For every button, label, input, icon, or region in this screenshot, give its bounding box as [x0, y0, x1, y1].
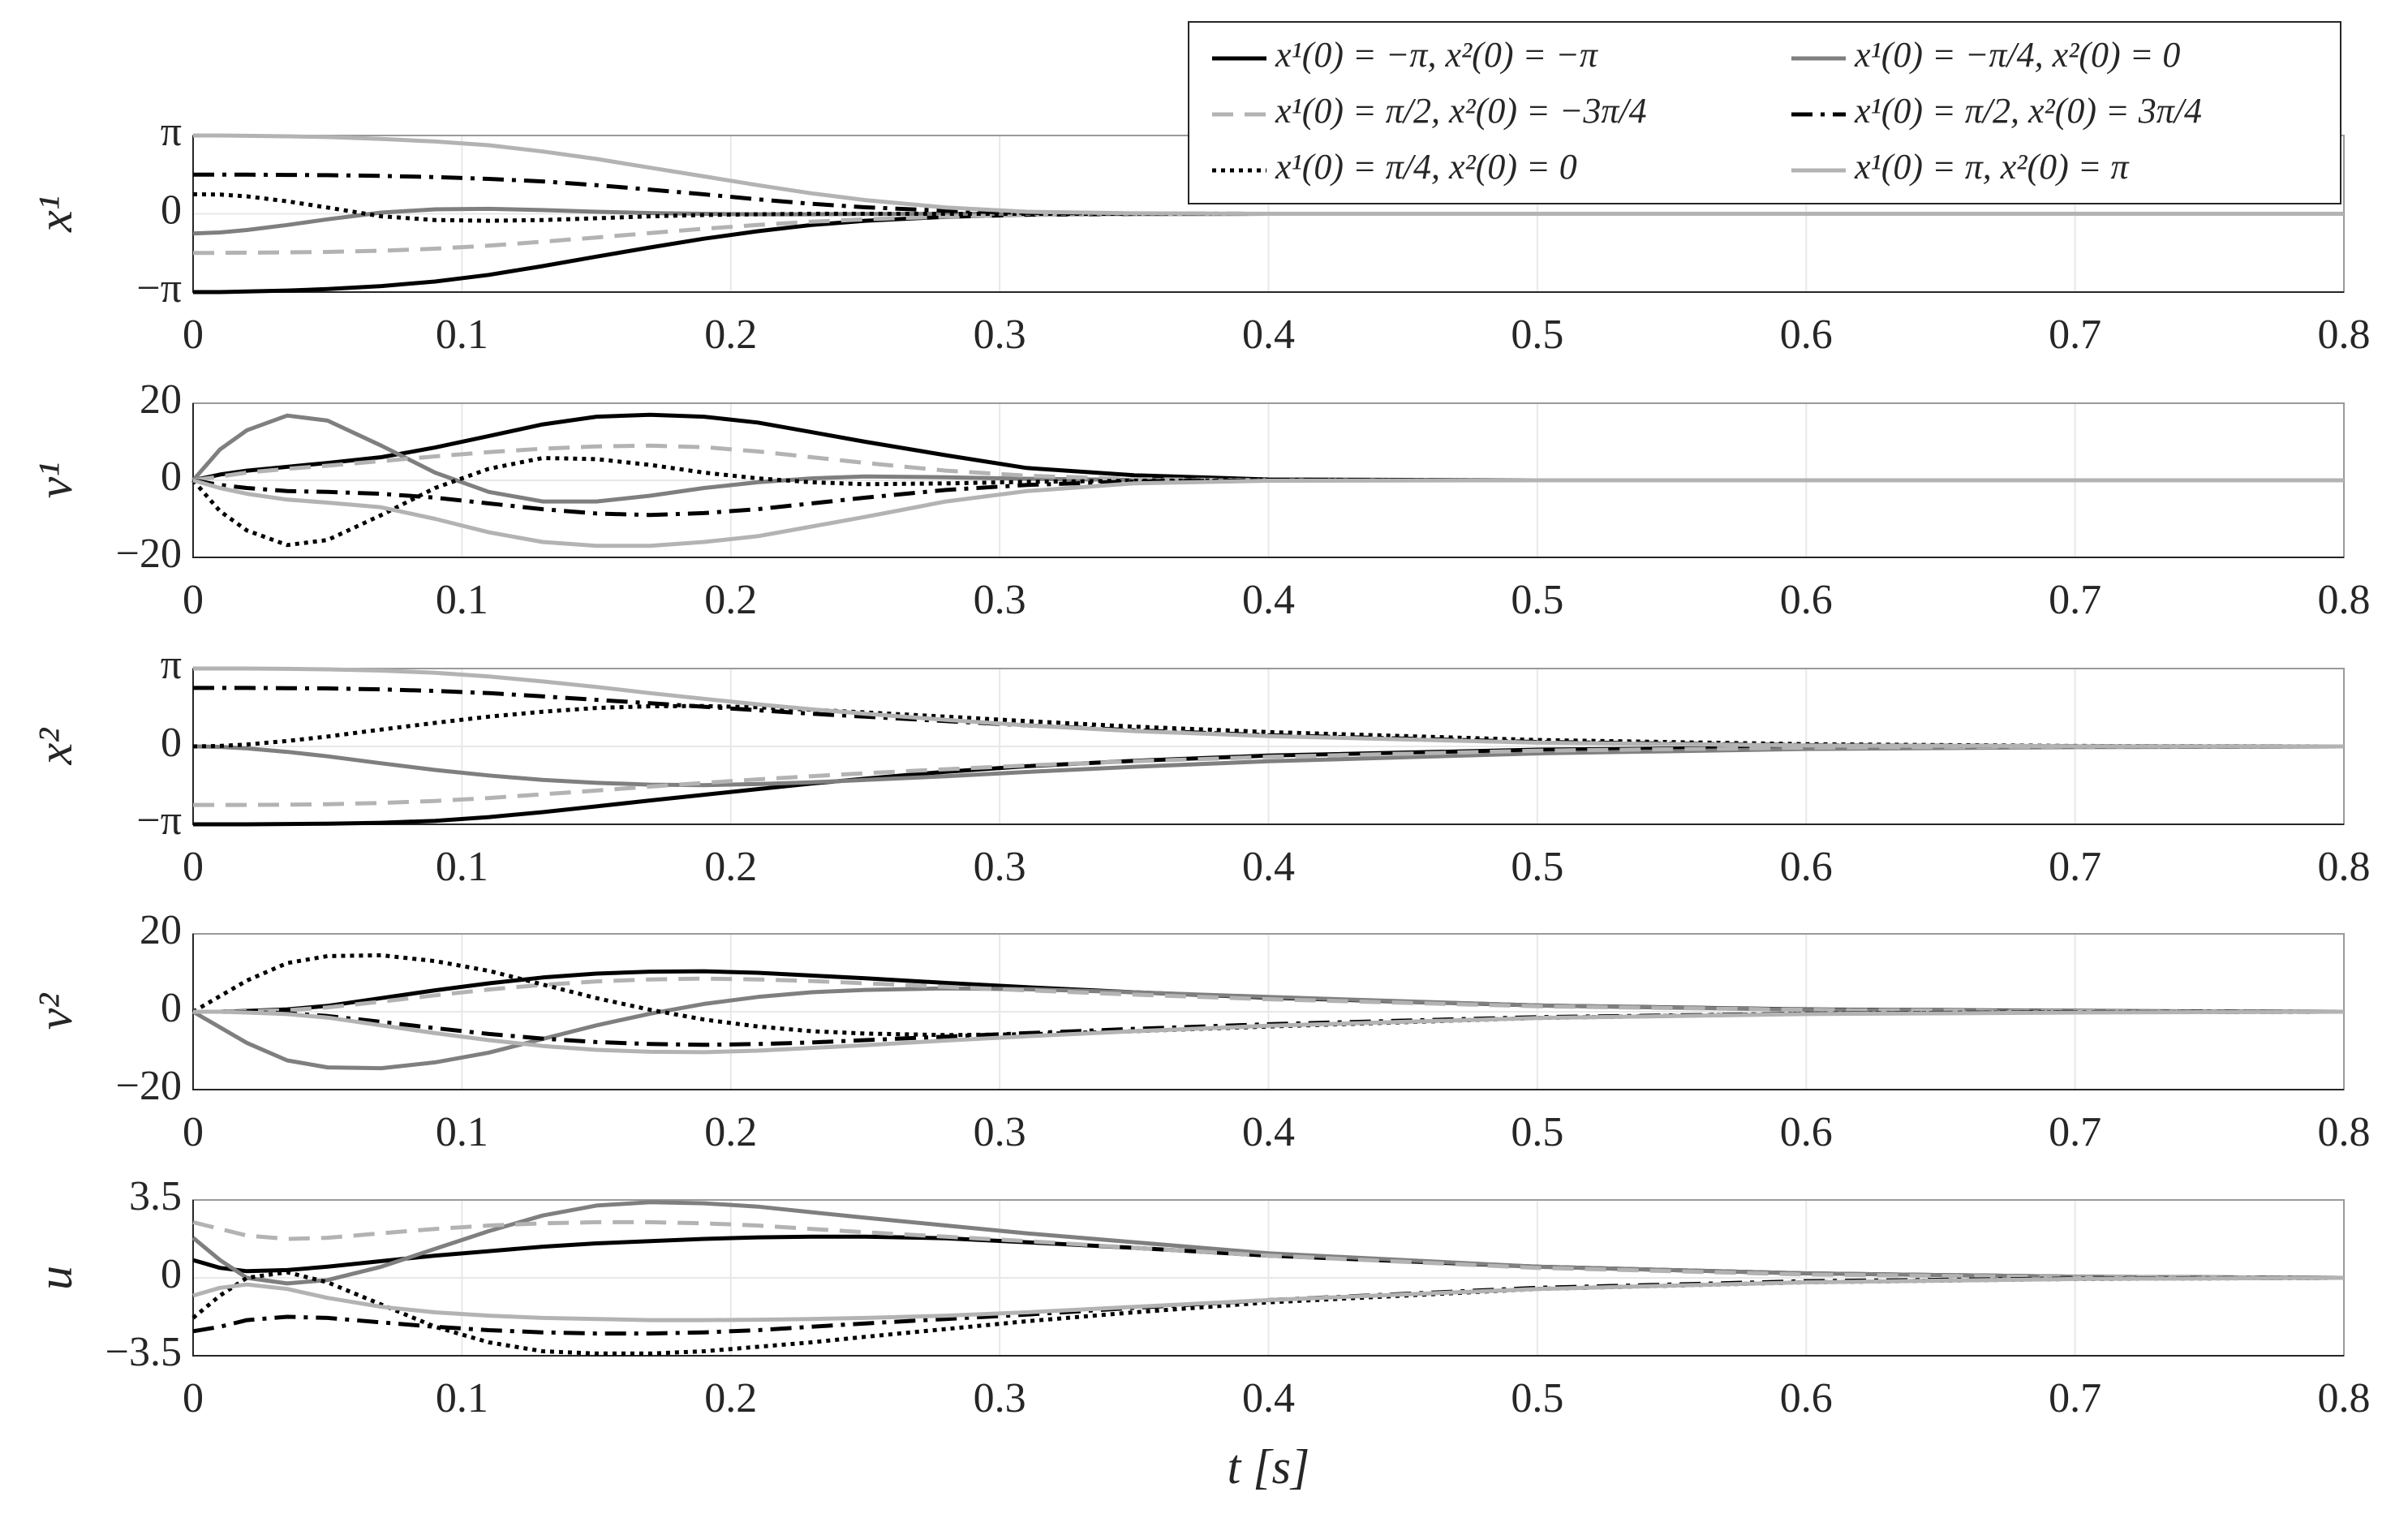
series-line: [191, 953, 2345, 1038]
x-tick-label: 0.1: [436, 312, 488, 358]
x-tick-label: 0.8: [2318, 577, 2371, 623]
series-line: [193, 133, 2344, 216]
y-tick-label: 3.5: [129, 1173, 182, 1219]
x-tick-label: 0.4: [1242, 1375, 1295, 1421]
series-line: [192, 1275, 2345, 1322]
y-tick-label: −20: [116, 1063, 182, 1109]
y-tick-label: −π: [136, 265, 182, 312]
x-tick-label: 0.4: [1242, 312, 1295, 358]
y-axis-label: x¹: [28, 196, 82, 233]
x-tick-label: 0.1: [436, 577, 488, 623]
x-tick-label: 0.4: [1242, 577, 1295, 623]
x-tick-label: 0.2: [704, 1109, 757, 1155]
x-tick-label: 0.6: [1780, 577, 1833, 623]
x-tick-label: 0.1: [436, 1375, 488, 1421]
series-line: [193, 1009, 2345, 1055]
x-tick-label: 0.6: [1780, 1375, 1833, 1421]
x-tick-label: 0.5: [1511, 1375, 1563, 1421]
axes-lines: [192, 1200, 2344, 1357]
y-tick-label: 0: [161, 454, 182, 500]
x-tick-label: 0.3: [974, 312, 1026, 358]
x-tick-label: 0.8: [2318, 312, 2371, 358]
legend-label: x¹(0) = π/2, x²(0) = −3π/4: [1275, 91, 1647, 131]
x-tick-label: 0.4: [1242, 844, 1295, 890]
y-tick-label: 20: [140, 907, 182, 953]
y-tick-label: 20: [140, 376, 182, 423]
y-tick-label: π: [161, 109, 182, 155]
x-tick-label: 0.5: [1511, 312, 1563, 358]
x-tick-label: 0.3: [974, 1375, 1026, 1421]
series-line: [192, 478, 2344, 548]
x-tick-label: 0.4: [1242, 1109, 1295, 1155]
x-tick-label: 0.2: [704, 1375, 757, 1421]
legend-label: x¹(0) = −π/4, x²(0) = 0: [1854, 35, 2180, 75]
x-tick-label: 0.8: [2318, 1375, 2371, 1421]
x-tick-label: 0: [183, 844, 204, 890]
series-line: [193, 666, 2345, 749]
x-tick-label: 0.2: [704, 312, 757, 358]
axes-lines: [192, 403, 2344, 558]
series-line: [191, 1270, 2345, 1356]
y-tick-label: −20: [116, 531, 182, 577]
series-line: [193, 744, 2345, 827]
y-tick-label: 0: [161, 1251, 182, 1297]
y-axis-label: v¹: [28, 462, 82, 499]
x-tick-label: 0.3: [974, 577, 1026, 623]
y-tick-label: 0: [161, 720, 182, 766]
y-tick-label: −3.5: [105, 1329, 182, 1375]
x-tick-label: 0.2: [704, 844, 757, 890]
x-tick-label: 0.5: [1511, 1109, 1563, 1155]
x-tick-label: 0: [183, 1109, 204, 1155]
series-line: [191, 986, 2345, 1071]
x-tick-label: 0.3: [974, 844, 1026, 890]
x-tick-label: 0.7: [2049, 312, 2101, 358]
x-tick-label: 0.8: [2318, 844, 2371, 890]
axes-lines: [192, 934, 2344, 1090]
y-tick-label: π: [161, 642, 182, 688]
x-tick-label: 0.7: [2049, 577, 2101, 623]
x-tick-label: 0: [183, 577, 204, 623]
legend-label: x¹(0) = π, x²(0) = π: [1854, 147, 2130, 187]
x-axis-label: t [s]: [1228, 1440, 1310, 1494]
x-tick-label: 0.6: [1780, 312, 1833, 358]
series-line: [192, 1219, 2345, 1280]
legend-box: [1188, 21, 2341, 204]
x-tick-label: 0.7: [2049, 1109, 2101, 1155]
y-axis-label: u: [28, 1266, 82, 1290]
legend-label: x¹(0) = π/2, x²(0) = 3π/4: [1854, 91, 2202, 131]
x-tick-label: 0.7: [2049, 1375, 2101, 1421]
x-tick-label: 0.8: [2318, 1109, 2371, 1155]
y-axis-label: v²: [28, 993, 82, 1030]
series-line: [192, 191, 2344, 223]
x-tick-label: 0.5: [1511, 844, 1563, 890]
y-tick-label: −π: [136, 798, 182, 844]
x-tick-label: 0.7: [2049, 844, 2101, 890]
legend-label: x¹(0) = π/4, x²(0) = 0: [1275, 147, 1577, 187]
y-tick-label: 0: [161, 187, 182, 233]
x-tick-label: 0.3: [974, 1109, 1026, 1155]
x-tick-label: 0.6: [1780, 1109, 1833, 1155]
x-tick-label: 0: [183, 1375, 204, 1421]
y-axis-label: x²: [28, 728, 82, 766]
series-line: [192, 744, 2345, 788]
x-tick-label: 0.5: [1511, 577, 1563, 623]
x-tick-label: 0.6: [1780, 844, 1833, 890]
x-tick-label: 0.1: [436, 1109, 488, 1155]
y-tick-label: 0: [161, 985, 182, 1031]
x-tick-label: 0.1: [436, 844, 488, 890]
x-tick-label: 0: [183, 312, 204, 358]
legend-label: x¹(0) = −π, x²(0) = −π: [1275, 35, 1599, 75]
x-tick-label: 0.2: [704, 577, 757, 623]
